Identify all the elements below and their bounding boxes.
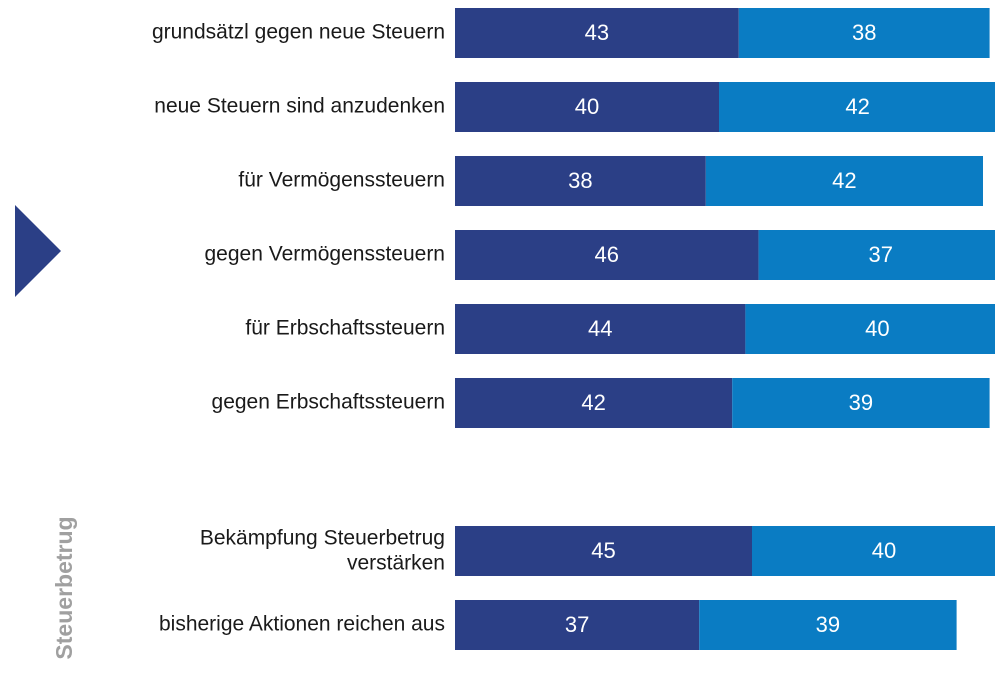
category-label: gegen Vermögenssteuern [204,243,445,266]
category-label: bisherige Aktionen reichen aus [159,613,445,636]
value-label: 37 [868,242,892,267]
value-label: 42 [832,168,856,193]
value-label: 38 [852,20,876,45]
value-label: 44 [588,316,612,341]
category-label: Bekämpfung Steuerbetrug verstärken [200,526,445,574]
category-label: für Vermögenssteuern [238,169,445,192]
value-label: 42 [845,94,869,119]
bar-segment [455,378,733,428]
bar-segment [455,526,752,576]
value-label: 40 [865,316,889,341]
bar-segment [455,304,746,354]
value-label: 38 [568,168,592,193]
value-label: 37 [565,612,589,637]
bar-segment [752,526,995,576]
group-label: Steuerbetrug [51,516,77,659]
value-label: 46 [595,242,619,267]
value-label: 42 [581,390,605,415]
bar-segment [738,8,990,58]
category-label: neue Steuern sind anzudenken [154,95,445,118]
category-label: grundsätzl gegen neue Steuern [152,21,445,44]
bar-segment [455,156,706,206]
bar-segment [719,82,995,132]
value-label: 45 [591,538,615,563]
value-label: 40 [872,538,896,563]
bar-segment [455,600,700,650]
bar-segment [705,156,983,206]
category-label: für Erbschaftssteuern [245,317,445,340]
value-label: 40 [575,94,599,119]
value-label: 43 [585,20,609,45]
bar-segment [455,8,739,58]
value-label: 39 [849,390,873,415]
bar-segment [732,378,990,428]
bar-segment [745,304,995,354]
bar-segment [455,230,759,280]
category-label: gegen Erbschaftssteuern [212,391,445,414]
marker-triangle [15,205,61,297]
bar-segment [758,230,995,280]
bar-segment [455,82,719,132]
bar-segment [699,600,957,650]
value-label: 39 [816,612,840,637]
